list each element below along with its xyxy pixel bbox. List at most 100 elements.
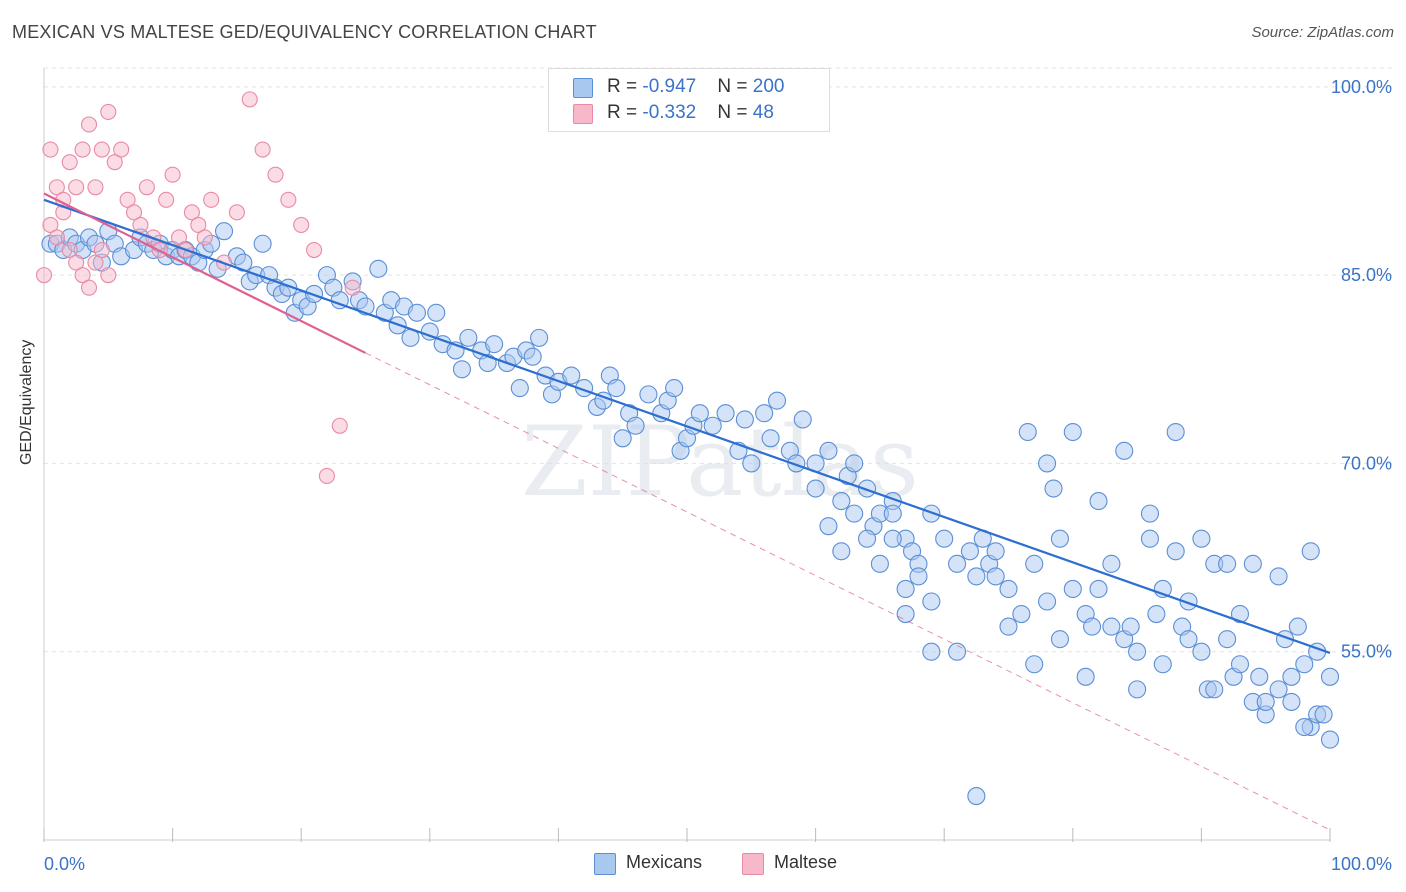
legend-label-maltese: Maltese [774,852,838,872]
data-point-maltese [87,254,104,271]
data-point-maltese [267,166,284,183]
data-point-maltese [48,179,65,196]
data-point-mexicans [1102,617,1121,636]
data-point-maltese [190,216,207,233]
data-point-maltese [306,241,323,259]
data-point-mexicans [1179,630,1198,649]
data-point-mexicans [935,529,954,548]
data-point-maltese [93,241,110,259]
series-maltese [35,91,361,485]
data-point-mexicans [1038,454,1057,473]
trend-extension-maltese [365,352,1331,831]
data-point-mexicans [986,542,1005,561]
data-point-maltese [132,216,149,233]
data-point-maltese [48,229,65,246]
gridlines [44,67,1392,653]
data-point-mexicans [1288,617,1307,636]
data-point-mexicans [1282,667,1301,686]
data-point-mexicans [857,479,877,498]
data-point-mexicans [1295,655,1314,674]
data-point-mexicans [967,567,986,586]
data-point-maltese [170,229,188,246]
data-point-mexicans [1269,680,1288,699]
data-point-mexicans [1192,529,1211,548]
data-point-maltese [100,103,117,120]
data-point-maltese [74,141,91,158]
data-point-mexicans [253,234,272,253]
trend-line-maltese [43,192,366,354]
data-point-mexicans [1269,567,1288,586]
data-point-mexicans [523,347,542,366]
y-tick-label: 85.0% [1341,265,1392,285]
data-point-mexicans [793,410,812,429]
data-point-mexicans [1063,579,1082,598]
data-point-mexicans [1243,554,1262,573]
data-point-mexicans [1044,479,1063,498]
data-point-mexicans [1282,692,1301,711]
data-point-mexicans [948,554,967,573]
data-point-mexicans [1012,604,1031,624]
trend-lines [43,192,1331,831]
data-point-mexicans [703,416,722,435]
data-point-maltese [68,254,85,271]
data-point-mexicans [735,410,754,429]
y-axis-label: GED/Equivalency [18,339,35,465]
data-point-maltese [87,179,104,196]
stats-legend: R = -0.947 N = 200 R = -0.332 N = 48 [548,68,830,132]
data-point-mexicans [562,366,581,385]
data-point-maltese [293,216,310,233]
data-point-mexicans [1102,554,1121,573]
data-point-mexicans [459,328,478,347]
data-point-mexicans [1038,592,1057,611]
r-label: R = [607,102,643,123]
data-point-maltese [164,166,181,183]
data-point-mexicans [967,787,986,806]
y-tick-label: 55.0% [1341,642,1392,662]
data-point-mexicans [1147,604,1166,624]
data-point-mexicans [761,429,780,448]
data-point-mexicans [1128,680,1147,699]
data-point-mexicans [407,303,426,322]
data-point-mexicans [1121,617,1140,636]
data-point-maltese [93,141,110,158]
data-point-mexicans [1192,642,1211,661]
data-point-mexicans [819,441,838,460]
data-point-mexicans [1083,617,1102,636]
data-point-mexicans [896,604,915,624]
data-point-maltese [125,204,143,221]
data-point-maltese [331,417,348,434]
y-tick-label: 70.0% [1341,453,1392,473]
data-point-mexicans [883,504,902,523]
data-point-maltese [228,204,245,221]
data-point-mexicans [1025,655,1044,674]
data-point-mexicans [1256,692,1275,711]
x-tick-label: 0.0% [44,854,85,874]
trend-line-mexicans [43,198,1331,655]
data-point-maltese [106,154,123,171]
data-point-maltese [183,204,200,221]
data-point-maltese [74,267,91,284]
n-value: 48 [752,102,774,123]
data-point-maltese [241,91,258,108]
data-point-mexicans [960,542,979,561]
data-point-mexicans [1205,680,1224,699]
data-point-mexicans [1250,667,1269,686]
maltese-swatch [742,853,764,875]
data-point-mexicans [1230,604,1250,624]
data-point-maltese [42,216,59,233]
maltese-swatch [573,104,593,124]
data-point-maltese [61,154,78,171]
data-point-mexicans [870,554,889,573]
data-point-mexicans [845,454,864,473]
data-point-maltese [80,279,98,296]
data-point-mexicans [832,492,851,511]
data-point-maltese [68,179,85,196]
n-label: N = [717,102,753,123]
data-point-mexicans [452,360,472,379]
data-point-maltese [138,179,155,196]
data-point-mexicans [1166,422,1185,442]
data-point-mexicans [1063,422,1082,442]
data-point-mexicans [665,379,684,398]
data-point-mexicans [214,222,234,241]
